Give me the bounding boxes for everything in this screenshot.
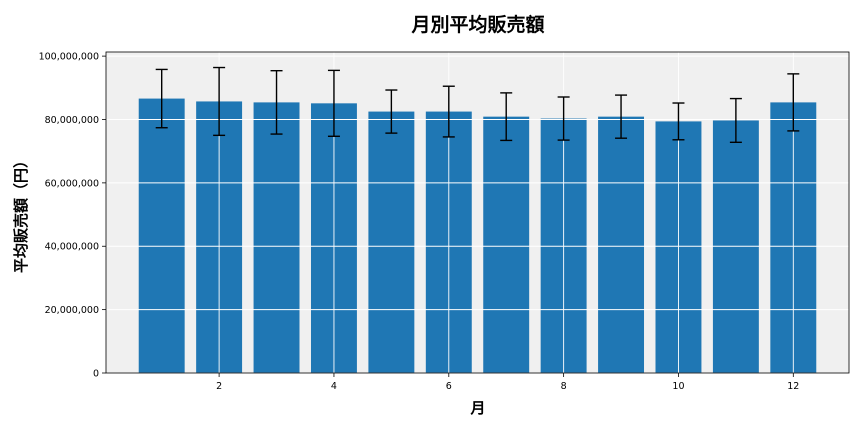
bar: [368, 111, 415, 373]
y-tick-label: 80,000,000: [45, 115, 99, 126]
x-axis: 2 4 6 8 10 12: [216, 373, 799, 392]
y-tick-label: 40,000,000: [45, 242, 99, 253]
error-bars: [155, 66, 800, 144]
x-tick-label: 12: [787, 381, 799, 392]
x-tick-label: 2: [216, 381, 222, 392]
bar: [138, 98, 185, 373]
x-tick-label: 10: [672, 381, 684, 392]
x-tick-label: 4: [331, 381, 337, 392]
x-tick-label: 6: [446, 381, 452, 392]
bar: [483, 116, 530, 374]
y-axis: 0 20,000,000 40,000,000 60,000,000 80,000,00…: [39, 52, 106, 380]
y-tick-label: 100,000,000: [39, 52, 99, 63]
y-tick-label: 60,000,000: [45, 178, 99, 189]
y-tick-label: 0: [93, 369, 99, 380]
x-tick-label: 8: [561, 381, 567, 392]
bar: [253, 102, 300, 374]
x-axis-label: 月: [469, 399, 485, 417]
plot-frame: [105, 51, 850, 374]
bar: [598, 116, 645, 374]
y-axis-label: 平均販売額（円）: [12, 153, 30, 273]
y-tick-label: 20,000,000: [45, 305, 99, 316]
chart-title: 月別平均販売額: [410, 13, 544, 36]
bar: [712, 120, 759, 373]
